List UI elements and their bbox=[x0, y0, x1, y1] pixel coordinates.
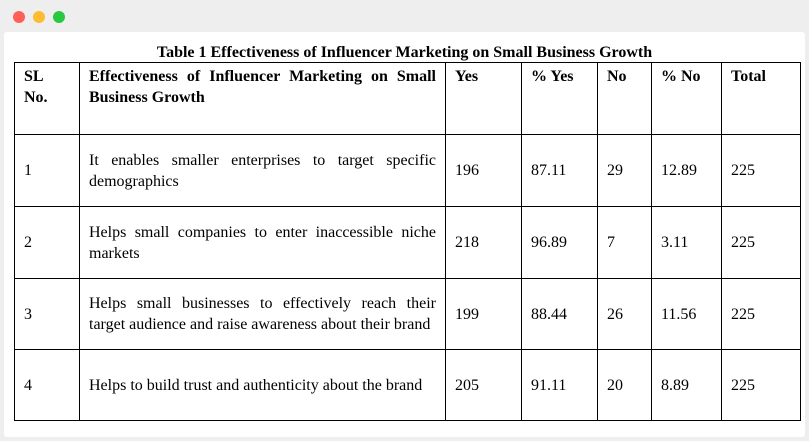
cell-no: 26 bbox=[597, 278, 652, 350]
header-yes: Yes bbox=[445, 62, 522, 135]
cell-pct-no: 12.89 bbox=[651, 134, 722, 207]
header-pct-yes: % Yes bbox=[521, 62, 598, 135]
cell-desc: Helps small companies to enter inaccessi… bbox=[79, 206, 446, 279]
header-pct-no: % No bbox=[651, 62, 722, 135]
cell-total: 225 bbox=[721, 278, 801, 350]
cell-sl: 4 bbox=[14, 349, 80, 421]
header-no: No bbox=[597, 62, 652, 135]
cell-total: 225 bbox=[721, 134, 801, 207]
window-titlebar bbox=[0, 0, 809, 32]
cell-yes: 196 bbox=[445, 134, 522, 207]
table-header-row: SL No. Effectiveness of Influencer Marke… bbox=[14, 62, 801, 135]
cell-sl: 3 bbox=[14, 278, 80, 350]
table-row: 2 Helps small companies to enter inacces… bbox=[14, 206, 801, 279]
cell-pct-no: 8.89 bbox=[651, 349, 722, 421]
header-total: Total bbox=[721, 62, 801, 135]
cell-no: 20 bbox=[597, 349, 652, 421]
close-window-icon[interactable] bbox=[13, 11, 25, 23]
header-sl-no: SL No. bbox=[14, 62, 80, 135]
cell-desc: Helps small businesses to effectively re… bbox=[79, 278, 446, 350]
cell-no: 7 bbox=[597, 206, 652, 279]
cell-pct-yes: 96.89 bbox=[521, 206, 598, 279]
header-effectiveness: Effectiveness of Influencer Marketing on… bbox=[79, 62, 446, 135]
cell-sl: 2 bbox=[14, 206, 80, 279]
effectiveness-table: SL No. Effectiveness of Influencer Marke… bbox=[14, 62, 801, 421]
cell-pct-yes: 88.44 bbox=[521, 278, 598, 350]
table-row: 1 It enables smaller enterprises to targ… bbox=[14, 134, 801, 207]
table-caption: Table 1 Effectiveness of Influencer Mark… bbox=[156, 44, 653, 61]
table-row: 3 Helps small businesses to effectively … bbox=[14, 278, 801, 350]
cell-pct-no: 3.11 bbox=[651, 206, 722, 279]
cell-no: 29 bbox=[597, 134, 652, 207]
document-page: Table 1 Effectiveness of Influencer Mark… bbox=[4, 32, 805, 437]
cell-yes: 205 bbox=[445, 349, 522, 421]
cell-pct-no: 11.56 bbox=[651, 278, 722, 350]
maximize-window-icon[interactable] bbox=[53, 11, 65, 23]
cell-sl: 1 bbox=[14, 134, 80, 207]
cell-desc: It enables smaller enterprises to target… bbox=[79, 134, 446, 207]
cell-yes: 218 bbox=[445, 206, 522, 279]
cell-desc: Helps to build trust and authenticity ab… bbox=[79, 349, 446, 421]
cell-total: 225 bbox=[721, 206, 801, 279]
table-row: 4 Helps to build trust and authenticity … bbox=[14, 349, 801, 421]
cell-total: 225 bbox=[721, 349, 801, 421]
cell-pct-yes: 91.11 bbox=[521, 349, 598, 421]
cell-yes: 199 bbox=[445, 278, 522, 350]
cell-pct-yes: 87.11 bbox=[521, 134, 598, 207]
minimize-window-icon[interactable] bbox=[33, 11, 45, 23]
